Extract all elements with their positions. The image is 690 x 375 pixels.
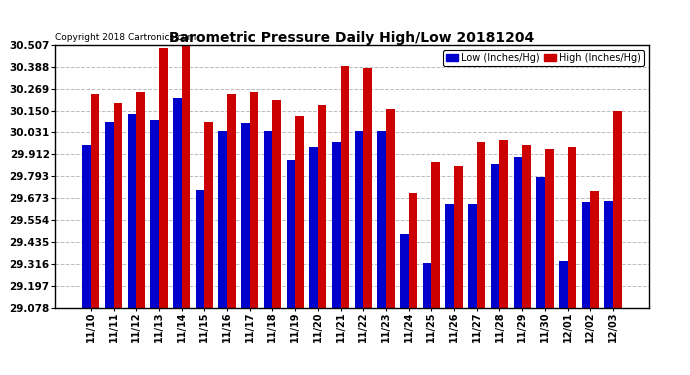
Bar [309,147,318,308]
Bar [355,131,363,308]
Bar [113,103,122,308]
Bar [536,177,545,308]
Bar [295,116,304,308]
Bar [181,46,190,308]
Bar [522,146,531,308]
Bar [105,122,113,308]
Bar [273,99,281,308]
Bar [173,98,181,308]
Bar [227,94,236,308]
Bar [264,131,273,308]
Bar [150,120,159,308]
Bar [91,94,99,308]
Bar [613,111,622,308]
Bar [491,164,500,308]
Bar [500,140,508,308]
Bar [377,131,386,308]
Bar [477,142,485,308]
Bar [568,147,576,308]
Bar [582,202,591,308]
Text: Copyright 2018 Cartronics.com: Copyright 2018 Cartronics.com [55,33,197,42]
Bar [386,109,395,308]
Title: Barometric Pressure Daily High/Low 20181204: Barometric Pressure Daily High/Low 20181… [169,31,535,45]
Bar [423,263,431,308]
Bar [204,122,213,308]
Bar [446,204,454,308]
Bar [468,204,477,308]
Bar [219,131,227,308]
Bar [431,162,440,308]
Bar [408,193,417,308]
Bar [128,114,136,308]
Bar [196,190,204,308]
Bar [591,191,599,308]
Bar [250,92,258,308]
Legend: Low (Inches/Hg), High (Inches/Hg): Low (Inches/Hg), High (Inches/Hg) [444,50,644,66]
Bar [513,156,522,308]
Bar [454,166,463,308]
Bar [318,105,326,308]
Bar [332,142,341,308]
Bar [82,146,91,308]
Bar [559,261,568,308]
Bar [545,149,553,308]
Bar [400,234,408,308]
Bar [241,123,250,308]
Bar [136,92,145,308]
Bar [286,160,295,308]
Bar [363,68,372,308]
Bar [604,201,613,308]
Bar [159,48,168,308]
Bar [341,66,349,308]
